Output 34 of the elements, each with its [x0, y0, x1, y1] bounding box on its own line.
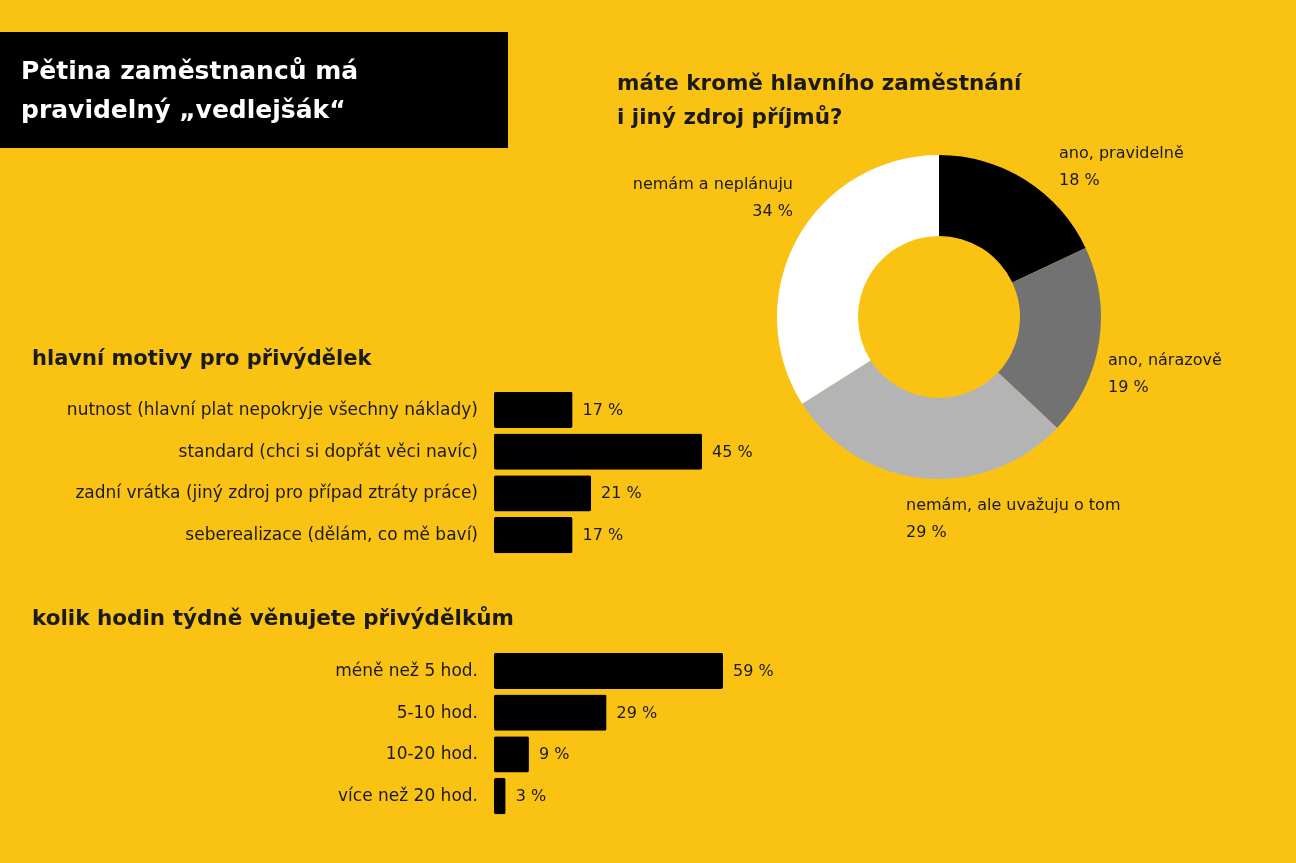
slice-label: nemám, ale uvažuju o tom	[906, 495, 1121, 514]
y-tick-label: standard (chci si dopřát věci navíc)	[178, 440, 478, 461]
bar	[494, 694, 607, 731]
y-tick-label: zadní vrátka (jiný zdroj pro případ ztráty práce)	[75, 482, 478, 503]
y-tick-label: 5-10 hod.	[396, 701, 478, 722]
data-label: 21 %	[601, 483, 642, 503]
bar	[494, 777, 506, 815]
data-label: 17 %	[582, 525, 624, 545]
y-tick-label: nutnost (hlavní plat nepokryje všechny náklady)	[66, 398, 478, 419]
slice-label: ano, pravidelně	[1059, 143, 1184, 162]
data-label: 9 %	[538, 744, 570, 764]
donut-slice	[802, 360, 1058, 479]
data-label: 17 %	[582, 399, 624, 419]
data-label: 34 %	[752, 201, 793, 220]
data-label: 18 %	[1059, 170, 1100, 189]
y-tick-label: 10-20 hod.	[385, 743, 478, 764]
donut-slice	[998, 248, 1101, 428]
y-tick-label: méně než 5 hod.	[335, 659, 478, 680]
bar	[494, 736, 529, 773]
data-label: 3 %	[515, 786, 547, 806]
text: hlavní motivy pro přivýdělek	[32, 346, 373, 370]
y-tick-label: seberealizace (dělám, co mě baví)	[185, 524, 478, 545]
data-label: 29 %	[906, 522, 947, 541]
bar	[494, 652, 723, 690]
slice-label: ano, nárazově	[1108, 350, 1222, 369]
data-label: 29 %	[616, 702, 658, 722]
data-label: 45 %	[712, 441, 753, 461]
chart-subtitle: máte kromě hlavního zaměstnání i jiný zdroj příjmů?	[617, 70, 1024, 129]
y-tick-label: více než 20 hod.	[338, 785, 478, 806]
text: kolik hodin týdně věnujete přivýdělkům	[32, 605, 514, 630]
data-label: 59 %	[733, 660, 774, 680]
text: Pětina zaměstnanců má pravidelný „vedlejšák“	[21, 56, 359, 124]
slice-label: nemám a neplánuju	[632, 174, 793, 193]
data-label: 19 %	[1108, 377, 1149, 396]
